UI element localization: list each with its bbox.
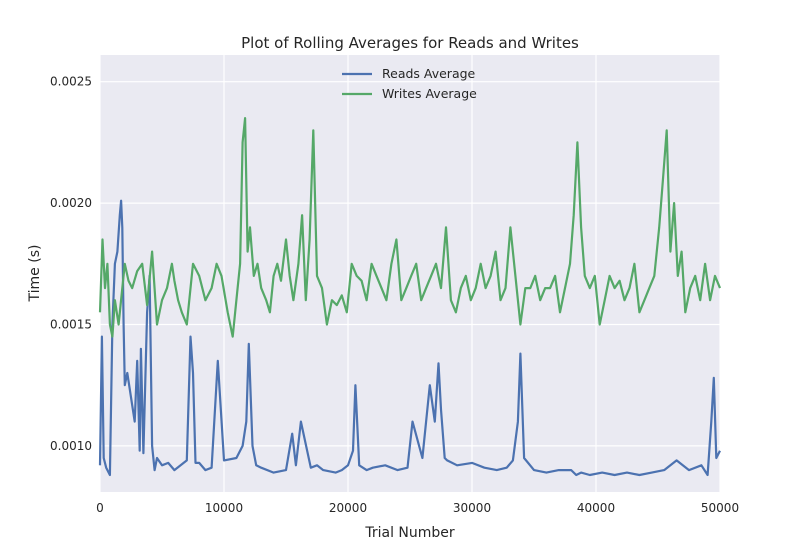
legend-label-reads: Reads Average xyxy=(382,66,476,81)
x-tick-label: 30000 xyxy=(453,501,491,515)
y-axis-label: Time (s) xyxy=(27,245,43,303)
x-tick-label: 50000 xyxy=(701,501,739,515)
x-tick-label: 0 xyxy=(96,501,104,515)
series-line-writes-average xyxy=(98,117,722,338)
grid-lines xyxy=(99,55,721,492)
y-tick-label: 0.0025 xyxy=(50,75,92,89)
x-tick-label: 40000 xyxy=(577,501,615,515)
series-layer xyxy=(98,117,722,477)
legend-label-writes: Writes Average xyxy=(382,86,477,101)
tick-labels: 0 10000 20000 30000 40000 50000 0.0010 0.0015 0.… xyxy=(50,75,739,515)
x-tick-label: 10000 xyxy=(205,501,243,515)
plot-background xyxy=(100,55,720,492)
y-tick-label: 0.0015 xyxy=(50,317,92,331)
y-tick-label: 0.0010 xyxy=(50,439,92,453)
legend: Reads Average Writes Average xyxy=(342,66,477,101)
y-tick-label: 0.0020 xyxy=(50,196,92,210)
x-tick-label: 20000 xyxy=(329,501,367,515)
series-line-reads-average xyxy=(98,199,721,477)
chart-title: Plot of Rolling Averages for Reads and W… xyxy=(241,34,579,52)
x-axis-label: Trial Number xyxy=(364,525,455,541)
